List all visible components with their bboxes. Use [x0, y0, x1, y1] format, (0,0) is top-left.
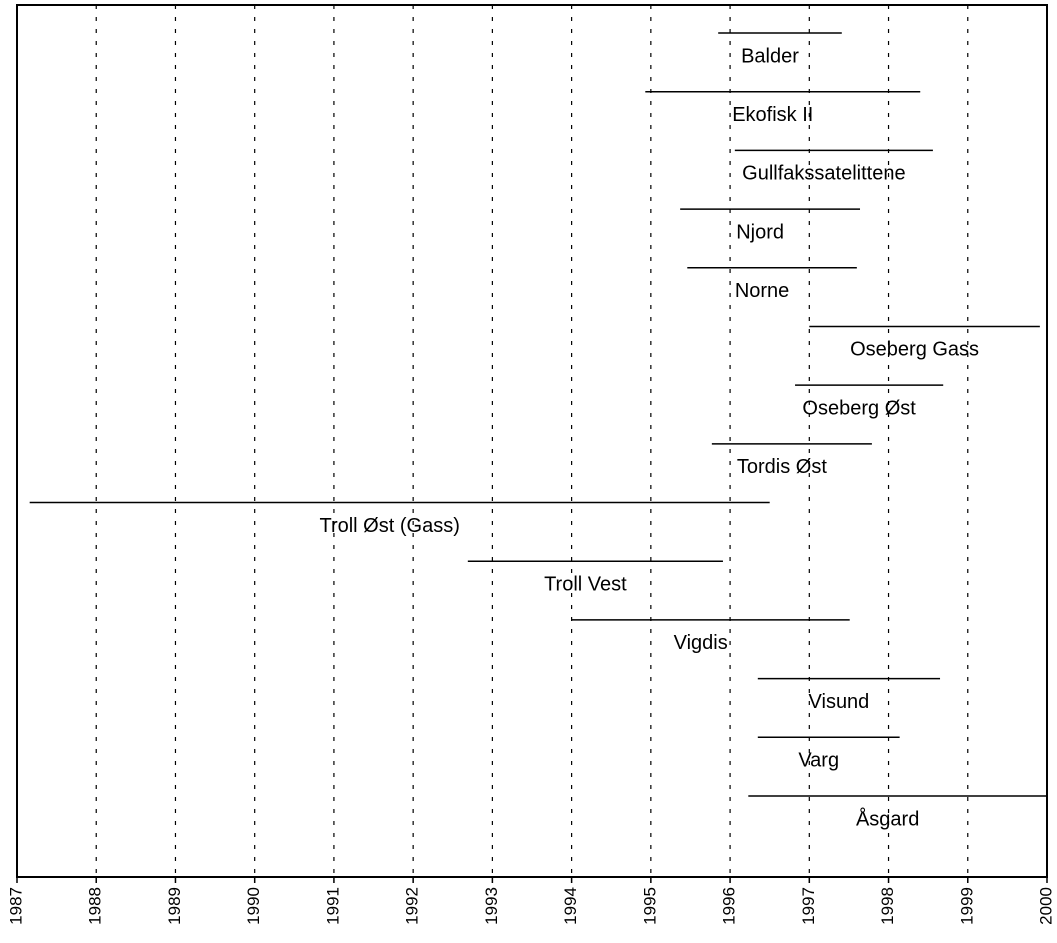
x-tick-label: 1991	[323, 887, 342, 925]
task-label: Vigdis	[674, 632, 728, 654]
plot-frame	[16, 4, 1048, 878]
x-tick-label: 1994	[561, 887, 580, 925]
x-tick-label: 1993	[482, 887, 501, 925]
x-tick-label: 1989	[165, 887, 184, 925]
x-tick-label: 1988	[86, 887, 105, 925]
x-tick-label: 2000	[1036, 887, 1055, 925]
task-label: Oseberg Øst	[802, 397, 916, 419]
task-label: Troll Vest	[544, 574, 627, 596]
task-label: Visund	[809, 691, 870, 713]
x-tick-label: 1999	[957, 887, 976, 925]
x-tick-label: 1990	[244, 887, 263, 925]
task-label: Njord	[736, 221, 784, 243]
task-label: Åsgard	[856, 807, 919, 830]
task-label: Gullfakssatelittene	[742, 163, 905, 185]
task-label: Ekofisk II	[732, 104, 813, 126]
x-tick-label: 1995	[640, 887, 659, 925]
task-label: Norne	[735, 280, 789, 302]
x-tick-label: 1992	[403, 887, 422, 925]
x-tick-label: 1996	[720, 887, 739, 925]
x-tick-label: 1987	[6, 887, 25, 925]
task-label: Oseberg Gass	[850, 339, 979, 361]
task-label: Varg	[798, 750, 839, 772]
task-label: Tordis Øst	[737, 456, 827, 478]
x-tick-label: 1997	[799, 887, 818, 925]
task-label: Troll Øst (Gass)	[319, 515, 459, 537]
x-tick-label: 1998	[878, 887, 897, 925]
task-label: Balder	[741, 45, 799, 67]
